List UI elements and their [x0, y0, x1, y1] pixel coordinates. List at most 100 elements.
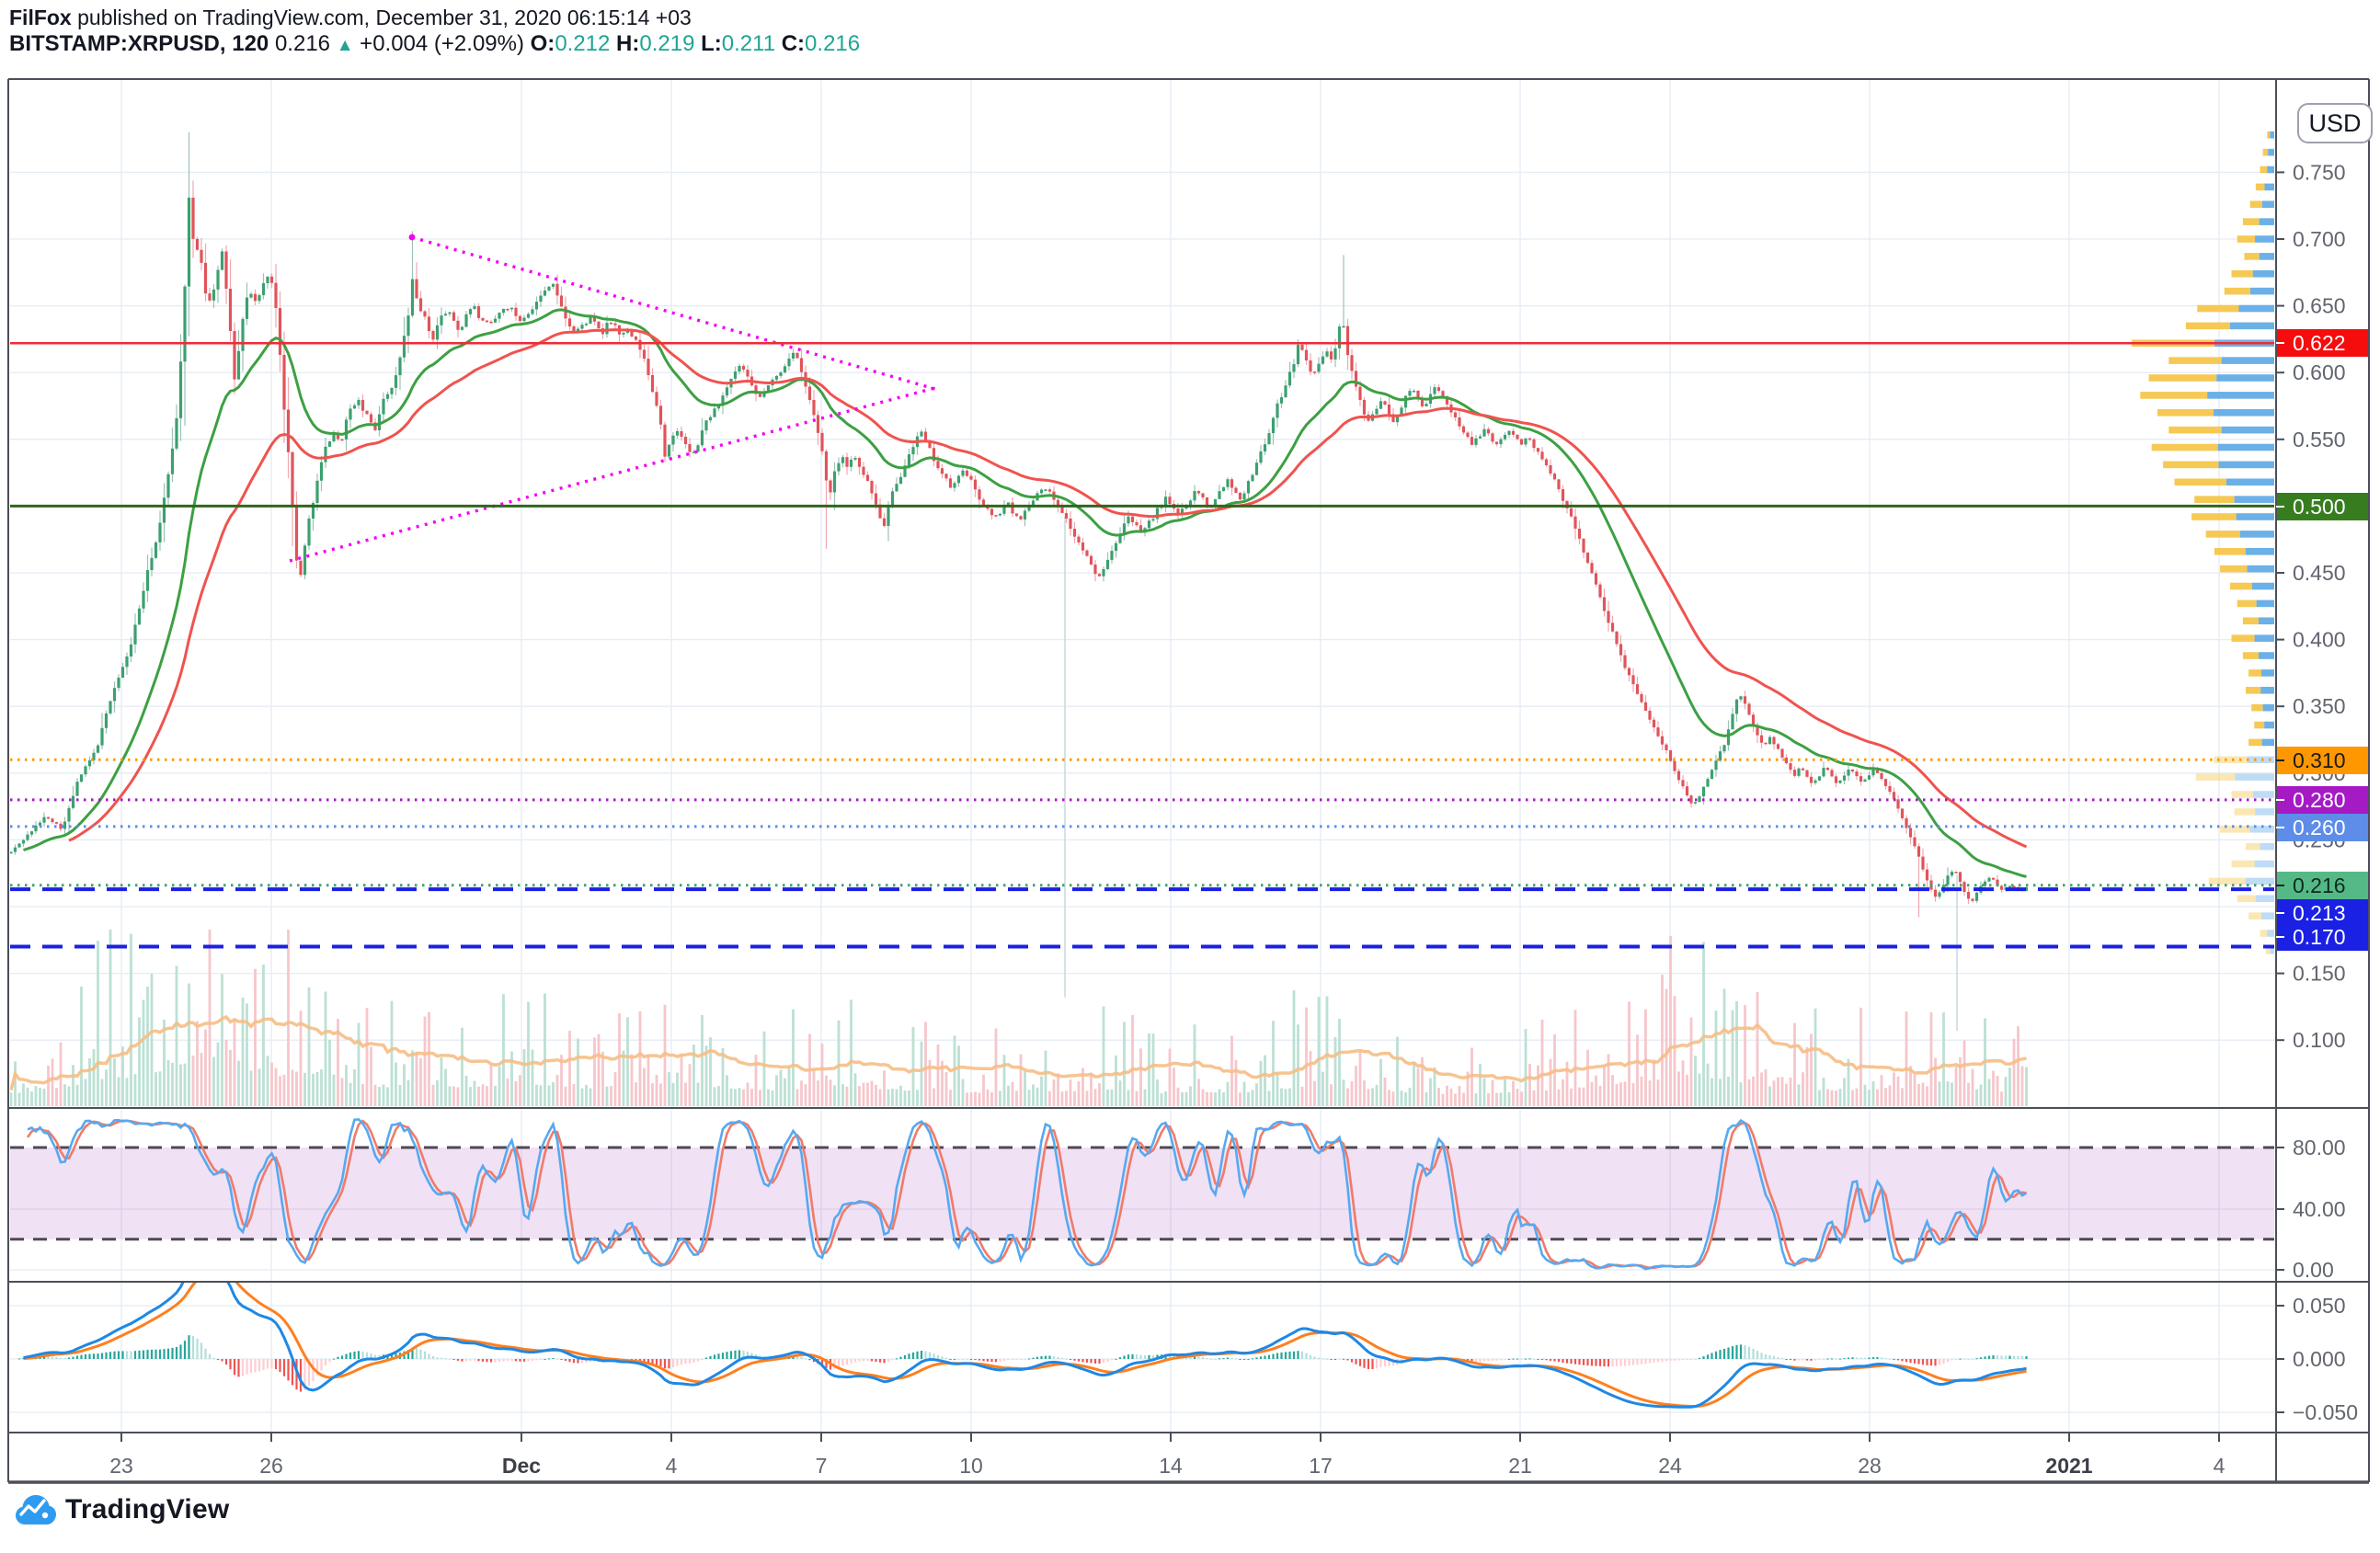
close-value: 0.216 [805, 31, 861, 56]
target-0213-label [2277, 899, 2368, 927]
fib-0280-label-text: 0.280 [2293, 788, 2346, 812]
tradingview-logo-text: TradingView [65, 1494, 230, 1524]
resistance-0622-label [2277, 329, 2368, 357]
fib-0310-label [2277, 747, 2368, 774]
date-tick-label: 14 [1159, 1454, 1183, 1478]
volume-profile-sell-bar [2220, 825, 2250, 833]
time-axis[interactable]: 23 26 Dec 4 7 10 14 17 21 24 28 2021 4 [109, 1433, 2226, 1478]
volume-profile-sell-bar [2267, 131, 2271, 139]
volume-profile-buy-bar [2226, 478, 2274, 486]
volume-profile-sell-bar [2157, 408, 2214, 417]
price-tick-label: 0.100 [2293, 1028, 2346, 1052]
date-tick-label: 28 [1858, 1454, 1882, 1478]
volume-profile-sell-bar [2197, 304, 2239, 313]
volume-profile-buy-bar [2247, 565, 2274, 573]
publish-line: FilFox published on TradingView.com, Dec… [9, 6, 692, 30]
volume-profile-buy-bar [2216, 374, 2274, 382]
currency-usd-button[interactable]: USD [2297, 103, 2373, 143]
open-value: 0.212 [555, 31, 611, 56]
macd-tick-label: 0.000 [2293, 1347, 2346, 1371]
tradingview-logo[interactable]: TradingView [15, 1491, 229, 1528]
low-value: 0.211 [721, 31, 776, 56]
volume-profile-sell-bar [2244, 253, 2260, 260]
volume-profile-sell-bar [2246, 686, 2261, 694]
volume-profile-buy-bar [2238, 304, 2274, 313]
volume-profile-sell-bar [2174, 478, 2226, 486]
volume-profile-buy-bar [2261, 738, 2274, 747]
volume-profile-sell-bar [2260, 166, 2268, 174]
volume-bars [10, 930, 2028, 1106]
target-0170-label [2277, 923, 2368, 951]
volume-profile-sell-bar [2246, 842, 2260, 851]
price-tick-label: 0.600 [2293, 360, 2346, 384]
date-tick-label: 17 [1309, 1454, 1333, 1478]
date-tick-label: Dec [502, 1454, 541, 1478]
volume-profile-sell-bar [2194, 496, 2235, 503]
volume-profile-sell-bar [2231, 860, 2255, 868]
macd-line [23, 1283, 2027, 1409]
volume-profile-sell-bar [2148, 374, 2217, 382]
volume-profile-sell-bar [2234, 808, 2256, 816]
volume-profile-buy-bar [2234, 496, 2274, 503]
fib-0260-label-text: 0.260 [2293, 816, 2346, 839]
volume-profile-sell-bar [2140, 392, 2208, 399]
volume-profile-sell-bar [2168, 357, 2222, 364]
last-price-value: 0.216 [274, 31, 331, 56]
price-tick-label: 0.650 [2293, 294, 2346, 318]
volume-profile-buy-bar [2267, 166, 2274, 174]
open-label: O: [530, 31, 555, 56]
high-label: H: [616, 31, 640, 56]
volume-profile-buy-bar [2218, 461, 2274, 469]
volume-profile-buy-bar [2270, 131, 2274, 139]
volume-profile-buy-bar [2255, 808, 2274, 816]
stoch-band [10, 1147, 2274, 1239]
candles [10, 131, 2029, 918]
volume-profile-buy-bar [2267, 930, 2274, 937]
ma-fast-line [23, 308, 2027, 878]
publish-text: published on TradingView.com, December 3… [71, 6, 692, 29]
volume-profile-buy-bar [2235, 773, 2274, 781]
support-0500-label-text: 0.500 [2293, 495, 2346, 519]
symbol-line: BITSTAMP:XRPUSD, 120 0.216 ▲ +0.004 (+2.… [9, 31, 860, 57]
up-arrow-icon: ▲ [336, 36, 354, 55]
date-tick-label: 4 [2214, 1454, 2226, 1478]
volume-profile-sell-bar [2185, 322, 2230, 330]
stoch-tick-label: 0.00 [2293, 1258, 2334, 1282]
volume-profile-buy-bar [2236, 513, 2274, 520]
volume-profile-buy-bar [2264, 183, 2274, 191]
trendline-anchor-point [408, 234, 416, 241]
volume-profile-sell-bar [2265, 947, 2271, 954]
volume-profile-buy-bar [2251, 582, 2274, 590]
volume-profile-sell-bar [2214, 756, 2248, 764]
volume-profile-sell-bar [2220, 565, 2248, 573]
volume-profile-buy-bar [2221, 357, 2274, 364]
date-tick-label: 4 [666, 1454, 678, 1478]
last-price-label [2277, 872, 2368, 899]
price-tick-label: 0.700 [2293, 227, 2346, 251]
volume-profile-sell-bar [2229, 582, 2252, 590]
volume-profile-buy-bar [2254, 860, 2274, 868]
price-tick-label: 0.350 [2293, 694, 2346, 718]
volume-profile-buy-bar [2213, 408, 2274, 417]
price-axis[interactable]: 0.750 0.700 0.650 0.600 0.550 0.450 0.400 0.350… [2276, 160, 2368, 1424]
volume-profile-sell-bar [2262, 148, 2269, 156]
volume-profile-buy-bar [2256, 600, 2274, 608]
volume-profile-buy-bar [2264, 721, 2274, 729]
volume-profile-buy-bar [2252, 269, 2274, 278]
ma-slow-line [68, 328, 2028, 849]
stoch-tick-label: 80.00 [2293, 1136, 2346, 1159]
volume-profile-sell-bar [2237, 600, 2257, 608]
volume-profile-buy-bar [2229, 322, 2274, 330]
volume-profile-buy-bar [2261, 669, 2274, 677]
volume-profile-sell-bar [2248, 669, 2262, 677]
volume-profile-buy-bar [2261, 912, 2274, 919]
volume-profile-buy-bar [2217, 443, 2274, 451]
close-label: C: [781, 31, 806, 56]
date-tick-label: 21 [1508, 1454, 1532, 1478]
volume-profile-buy-bar [2249, 287, 2274, 295]
volume-profile-sell-bar [2248, 912, 2262, 919]
date-tick-label: 7 [816, 1454, 828, 1478]
volume-profile-sell-bar [2163, 461, 2219, 469]
volume-profile-buy-bar [2221, 426, 2274, 434]
